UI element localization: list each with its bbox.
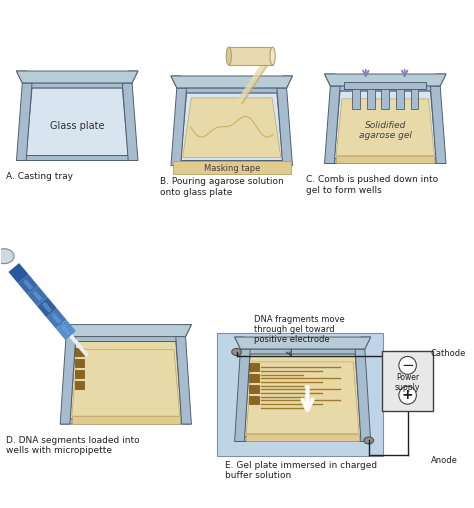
Bar — [75, 382, 84, 389]
Polygon shape — [336, 155, 434, 164]
Polygon shape — [430, 74, 446, 86]
Polygon shape — [60, 336, 76, 424]
Ellipse shape — [226, 47, 231, 65]
Polygon shape — [122, 71, 138, 83]
Polygon shape — [325, 158, 446, 164]
Text: D. DNA segments loaded into
wells with micropipette: D. DNA segments loaded into wells with m… — [6, 436, 140, 455]
Polygon shape — [173, 161, 291, 174]
Text: A. Casting tray: A. Casting tray — [6, 172, 73, 181]
Bar — [367, 89, 374, 104]
Text: Masking tape: Masking tape — [203, 164, 260, 173]
Circle shape — [399, 357, 416, 374]
Polygon shape — [235, 337, 371, 349]
Polygon shape — [240, 349, 365, 354]
Polygon shape — [430, 86, 446, 164]
Bar — [382, 89, 389, 109]
Polygon shape — [235, 349, 250, 441]
Polygon shape — [235, 337, 250, 349]
Polygon shape — [336, 99, 434, 155]
Text: B. Pouring agarose solution
onto glass plate: B. Pouring agarose solution onto glass p… — [160, 177, 283, 197]
Polygon shape — [176, 325, 191, 336]
Bar — [367, 89, 374, 109]
Polygon shape — [277, 76, 292, 88]
Text: −: − — [401, 358, 414, 373]
Polygon shape — [176, 336, 191, 424]
Bar — [345, 82, 426, 89]
Polygon shape — [17, 83, 32, 161]
Polygon shape — [171, 76, 187, 88]
Bar — [410, 89, 418, 104]
Polygon shape — [246, 362, 359, 433]
Bar — [75, 348, 84, 357]
Bar — [249, 396, 259, 404]
Polygon shape — [325, 86, 340, 164]
Polygon shape — [182, 98, 281, 157]
Text: E. Gel plate immersed in charged
buffer solution: E. Gel plate immersed in charged buffer … — [225, 461, 377, 480]
Bar — [352, 89, 360, 104]
Polygon shape — [325, 74, 340, 86]
Polygon shape — [26, 88, 128, 155]
Polygon shape — [72, 350, 180, 416]
Circle shape — [399, 386, 416, 404]
Bar — [249, 363, 259, 371]
Text: Solidified
agarose gel: Solidified agarose gel — [359, 121, 412, 140]
Ellipse shape — [232, 348, 241, 356]
Text: Anode: Anode — [431, 456, 458, 465]
Bar — [396, 89, 404, 104]
Text: +: + — [402, 388, 413, 402]
Bar — [249, 374, 259, 383]
Ellipse shape — [364, 437, 374, 444]
Text: C. Comb is pushed down into
gel to form wells: C. Comb is pushed down into gel to form … — [306, 175, 438, 195]
Polygon shape — [355, 349, 371, 441]
Polygon shape — [22, 83, 132, 88]
Bar — [75, 360, 84, 367]
Bar — [249, 385, 259, 393]
Polygon shape — [17, 71, 138, 83]
Polygon shape — [177, 88, 287, 93]
Bar — [396, 89, 404, 109]
Polygon shape — [70, 341, 182, 419]
Polygon shape — [72, 416, 180, 424]
Bar — [383, 352, 433, 411]
Polygon shape — [171, 76, 292, 88]
Bar — [382, 89, 389, 104]
Polygon shape — [235, 436, 371, 441]
Polygon shape — [60, 419, 191, 424]
Polygon shape — [246, 433, 359, 441]
Polygon shape — [181, 93, 283, 161]
Polygon shape — [17, 71, 32, 83]
Polygon shape — [355, 337, 371, 349]
Text: DNA fragments move
through gel toward
positive electrode: DNA fragments move through gel toward po… — [254, 314, 345, 344]
Bar — [410, 89, 418, 109]
Polygon shape — [334, 91, 436, 158]
Polygon shape — [171, 88, 187, 166]
Polygon shape — [330, 86, 440, 91]
Text: Glass plate: Glass plate — [50, 121, 104, 131]
Polygon shape — [122, 83, 138, 161]
Bar — [75, 370, 84, 378]
Polygon shape — [325, 74, 446, 86]
Polygon shape — [217, 333, 383, 456]
Polygon shape — [60, 325, 191, 336]
Polygon shape — [229, 47, 273, 65]
Polygon shape — [244, 354, 361, 436]
Polygon shape — [277, 88, 292, 166]
Text: Cathode: Cathode — [431, 349, 466, 358]
Bar — [352, 89, 360, 109]
Polygon shape — [171, 161, 292, 166]
Polygon shape — [334, 91, 436, 155]
Polygon shape — [60, 325, 76, 336]
Ellipse shape — [270, 47, 275, 65]
Text: Power
supply: Power supply — [395, 372, 420, 392]
Ellipse shape — [0, 249, 14, 264]
Polygon shape — [66, 336, 185, 341]
Polygon shape — [17, 155, 138, 161]
Polygon shape — [28, 91, 126, 152]
